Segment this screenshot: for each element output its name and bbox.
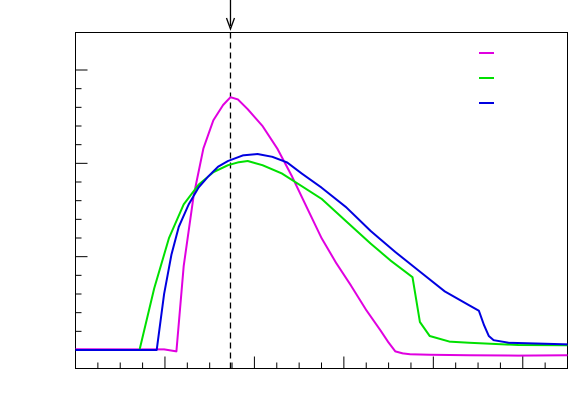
series-lines <box>75 96 568 357</box>
series-line-2 <box>75 160 568 351</box>
axis-ticks <box>75 69 546 369</box>
plot-frame <box>75 32 568 369</box>
series-line-3 <box>75 153 568 351</box>
marker <box>225 0 236 369</box>
marker-arrow-head <box>225 17 236 31</box>
legend <box>479 52 494 104</box>
series-line-1 <box>75 96 568 357</box>
